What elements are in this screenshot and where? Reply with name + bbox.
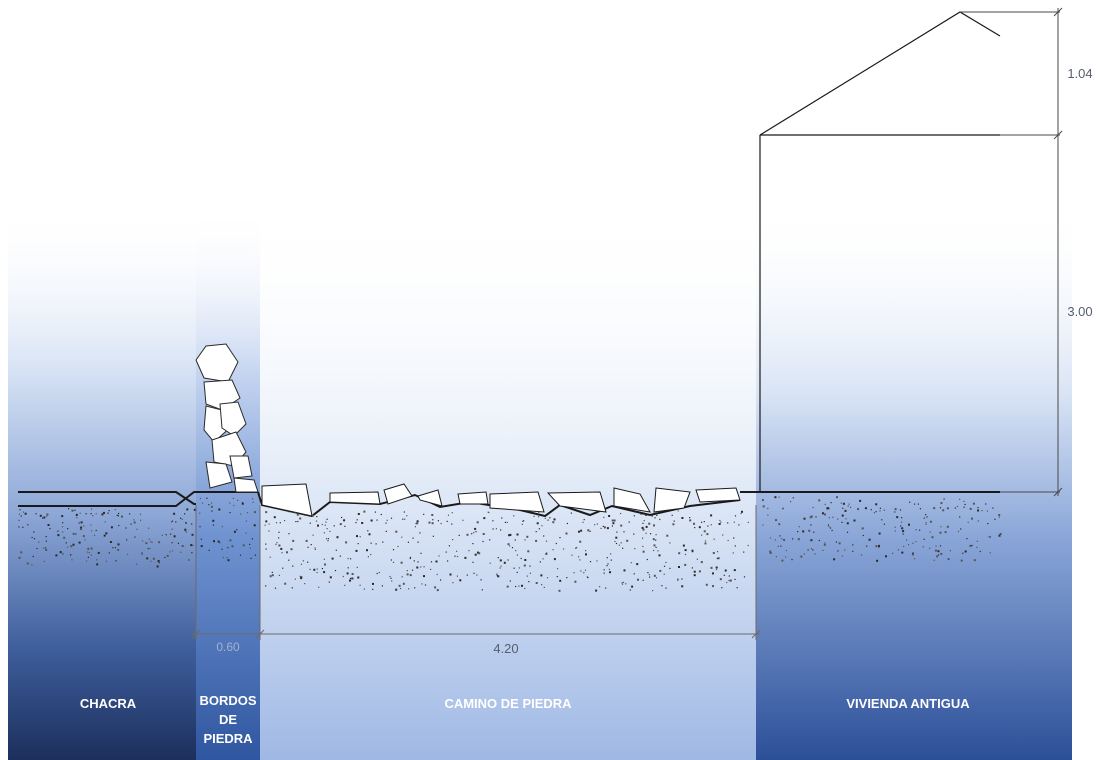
bordo-width-label: 0.60 xyxy=(216,640,240,654)
road-stones xyxy=(261,483,741,517)
chacra-band xyxy=(8,205,196,760)
zone-bordos-label-1: BORDOS xyxy=(199,693,256,708)
wall-height-label: 3.00 xyxy=(1067,304,1092,319)
bordo-stones xyxy=(195,343,259,493)
horizontal-dimension xyxy=(191,505,761,640)
ground-line-left xyxy=(18,491,258,507)
road-width-label: 4.20 xyxy=(493,641,518,656)
zone-bordos-label-3: PIEDRA xyxy=(203,731,253,746)
roof-height-label: 1.04 xyxy=(1067,66,1092,81)
vertical-dimension xyxy=(960,7,1063,497)
gravel-fill xyxy=(18,496,1002,592)
vivienda-band xyxy=(756,205,1072,760)
zone-chacra-label: CHACRA xyxy=(80,696,137,711)
zone-vivienda-label: VIVIENDA ANTIGUA xyxy=(846,696,970,711)
camino-band xyxy=(260,205,756,760)
zone-bordos-label-2: DE xyxy=(219,712,237,727)
zone-camino-label: CAMINO DE PIEDRA xyxy=(444,696,572,711)
